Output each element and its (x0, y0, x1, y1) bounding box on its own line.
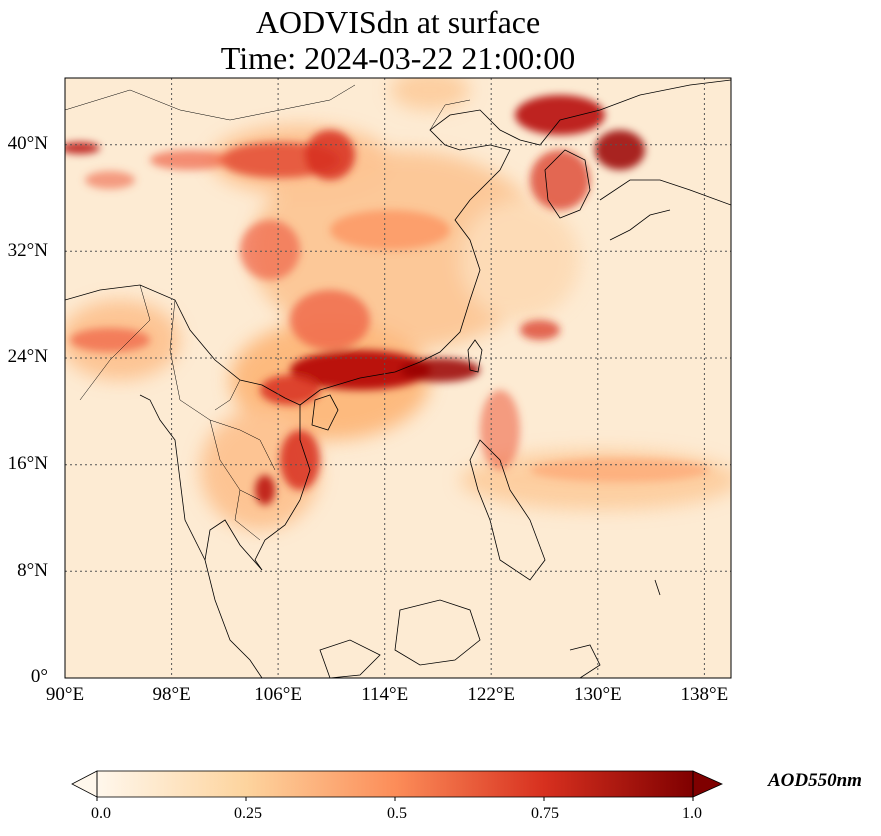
aod-field (65, 78, 731, 678)
coastlines (65, 79, 731, 678)
colorbar-tick-label: 0.0 (91, 805, 111, 822)
colorbar-label: AOD550nm (768, 770, 862, 791)
lat-tick-label: 40°N (7, 133, 48, 154)
colorbar-tick-label: 0.5 (387, 805, 407, 822)
lat-tick-label: 0° (30, 666, 48, 687)
lon-tick-label: 130°E (573, 684, 622, 705)
lon-tick-label: 90°E (45, 684, 85, 705)
colorbar-tick-label: 0.75 (531, 805, 559, 822)
lon-tick-label: 114°E (361, 684, 409, 705)
colorbar-gradient (97, 771, 693, 797)
chart-title: AODVISdn at surface (255, 4, 541, 40)
country-borders (65, 84, 471, 541)
colorbar-tick-label: 0.25 (234, 805, 262, 822)
lon-tick-label: 98°E (152, 684, 191, 705)
lat-tick-label: 32°N (7, 240, 48, 261)
lon-tick-label: 138°E (680, 684, 729, 705)
chart-subtitle: Time: 2024-03-22 21:00:00 (220, 40, 576, 76)
lon-tick-label: 122°E (467, 684, 516, 705)
map-frame (64, 77, 732, 679)
lat-tick-label: 24°N (7, 346, 48, 367)
lat-tick-label: 16°N (7, 453, 48, 474)
gridlines (65, 78, 731, 678)
colorbar-tick-label: 1.0 (682, 805, 702, 822)
colorbar (71, 770, 723, 801)
colorbar-extend-low (71, 770, 98, 798)
lon-tick-label: 106°E (254, 684, 302, 705)
lat-tick-label: 8°N (17, 560, 48, 581)
colorbar-extend-high (692, 770, 723, 798)
